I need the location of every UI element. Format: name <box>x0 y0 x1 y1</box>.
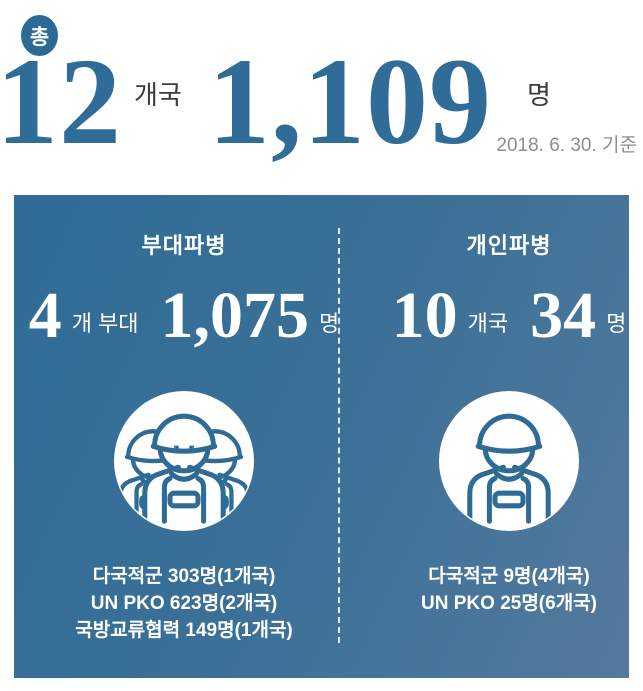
unit-personnel-value: 1,075 <box>160 279 310 352</box>
total-countries-unit: 개국 <box>134 80 182 110</box>
unit-count-value: 4 <box>28 279 62 352</box>
total-personnel-unit: 명 <box>527 80 551 110</box>
individual-deployment-title: 개인파병 <box>466 233 552 258</box>
individual-deployment-section: 개인파병 10 개국 34 명 다국적군 9명(4개국) UN PKO 25명(… <box>389 195 629 678</box>
unit-personnel-unit: 명 <box>319 311 340 336</box>
totals-header: 총 12 개국 1,109 명 2018. 6. 30. 기준 <box>0 0 643 195</box>
total-badge-label: 총 <box>29 25 50 49</box>
individual-countries-unit: 개국 <box>467 311 509 336</box>
breakdown-line: UN PKO 623명(2개국) <box>90 593 278 614</box>
breakdown-line: 국방교류협력 149명(1개국) <box>75 620 293 641</box>
breakdown-line: UN PKO 25명(6개국) <box>421 593 597 614</box>
deployment-panel: 부대파병 4 개 부대 1,075 명 <box>14 195 629 678</box>
breakdown-line: 다국적군 303명(1개국) <box>92 566 276 587</box>
unit-count-unit: 개 부대 <box>71 311 139 336</box>
total-badge: 총 <box>21 15 58 56</box>
unit-deployment-stats: 4 개 부대 1,075 명 <box>28 279 340 352</box>
soldiers-group-icon <box>114 391 254 531</box>
total-countries-value: 12 <box>0 33 122 170</box>
individual-personnel-value: 34 <box>530 279 597 352</box>
soldier-single-icon <box>439 391 579 531</box>
individual-personnel-unit: 명 <box>606 311 627 336</box>
breakdown-line: 다국적군 9명(4개국) <box>428 566 590 587</box>
individual-countries-value: 10 <box>391 279 458 352</box>
unit-deployment-breakdown: 다국적군 303명(1개국) UN PKO 623명(2개국) 국방교류협력 1… <box>29 563 339 644</box>
as-of-date: 2018. 6. 30. 기준 <box>496 135 637 156</box>
unit-deployment-title: 부대파병 <box>141 233 227 258</box>
unit-deployment-section: 부대파병 4 개 부대 1,075 명 <box>28 195 340 678</box>
individual-deployment-stats: 10 개국 34 명 <box>389 283 629 349</box>
individual-deployment-breakdown: 다국적군 9명(4개국) UN PKO 25명(6개국) <box>389 563 629 617</box>
dashed-divider <box>338 228 340 643</box>
total-personnel-value: 1,109 <box>208 33 492 170</box>
